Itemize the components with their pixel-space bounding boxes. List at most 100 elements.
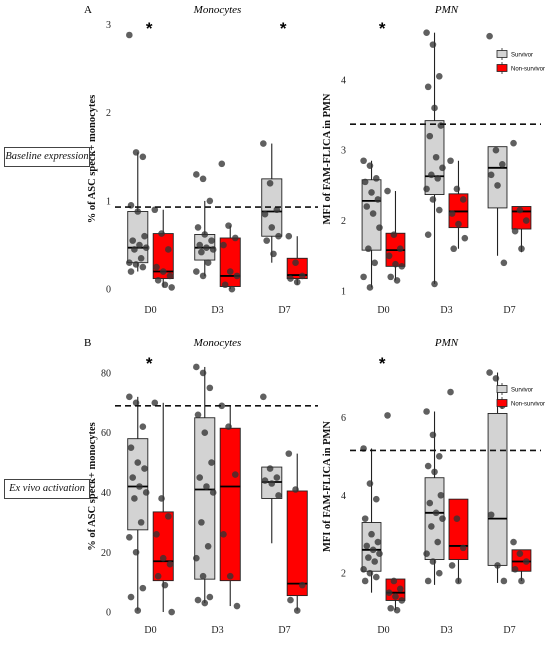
- data-point: [360, 273, 367, 281]
- data-point: [153, 263, 160, 271]
- box-D3-nonsurvivor: [447, 157, 469, 253]
- data-point: [384, 187, 391, 195]
- box-D7-survivor: [260, 140, 283, 263]
- box-D0-nonsurvivor: [151, 206, 175, 291]
- box-D7-nonsurvivor: [510, 139, 532, 253]
- data-point: [134, 459, 142, 466]
- data-point: [126, 534, 133, 541]
- data-point: [142, 244, 150, 251]
- y-tick-label: 4: [341, 75, 346, 86]
- data-point: [363, 203, 371, 210]
- box-D0-survivor: [360, 445, 383, 593]
- data-point: [199, 272, 207, 280]
- box-D0-nonsurvivor: [384, 187, 406, 284]
- data-point: [292, 486, 299, 493]
- data-point: [423, 550, 430, 558]
- data-point: [510, 538, 517, 546]
- data-point: [432, 509, 440, 517]
- data-point: [132, 548, 140, 556]
- data-point: [139, 423, 147, 431]
- data-point: [522, 217, 530, 224]
- data-point: [127, 593, 135, 601]
- y-tick-label: 20: [101, 548, 111, 559]
- data-point: [141, 465, 148, 472]
- significance-star: *: [379, 354, 386, 373]
- data-point: [450, 245, 458, 253]
- data-point: [136, 241, 143, 249]
- box-D7-nonsurvivor: [285, 450, 308, 614]
- panel-2: PMN MFI of FAM-FLICA in PMN 1 2 3 4 D0 D3 D7 * Sur…: [322, 4, 545, 316]
- box-body: [152, 511, 174, 582]
- data-point: [201, 231, 209, 238]
- data-point: [459, 196, 467, 203]
- data-point: [220, 241, 227, 249]
- data-point: [261, 210, 269, 218]
- data-point: [221, 281, 229, 289]
- y-tick-label: 6: [341, 413, 346, 424]
- data-point: [492, 146, 500, 154]
- data-point: [129, 237, 137, 244]
- data-point: [455, 220, 462, 228]
- data-point: [199, 175, 207, 183]
- data-point: [225, 423, 232, 431]
- data-point: [429, 431, 437, 439]
- data-point: [139, 584, 147, 592]
- data-point: [361, 577, 369, 585]
- data-point: [193, 268, 200, 275]
- data-point: [365, 554, 372, 561]
- data-point: [426, 132, 434, 140]
- data-point: [273, 474, 281, 481]
- box-D7-nonsurvivor: [285, 232, 308, 286]
- data-point: [151, 399, 159, 407]
- data-point: [487, 511, 495, 519]
- data-point: [434, 538, 442, 546]
- data-point: [139, 263, 147, 271]
- data-point: [453, 185, 461, 193]
- data-point: [511, 565, 519, 573]
- data-point: [492, 375, 500, 382]
- data-point: [385, 252, 393, 260]
- data-point: [360, 565, 367, 573]
- data-point: [287, 275, 294, 282]
- data-point: [434, 175, 442, 182]
- data-point: [432, 153, 440, 161]
- data-point: [431, 104, 438, 112]
- legend-label: Non-survivor: [511, 67, 545, 73]
- data-point: [153, 531, 160, 538]
- data-point: [374, 538, 382, 546]
- significance-star: *: [379, 19, 386, 38]
- data-point: [194, 224, 202, 231]
- data-point: [266, 465, 274, 472]
- x-tick-label: D0: [144, 625, 156, 636]
- panel-4: PMN MFI of FAM-FLICA in PMN 2 4 6 D0 D3 D7 * Surv…: [322, 337, 545, 636]
- data-point: [131, 246, 138, 253]
- data-point: [268, 224, 276, 231]
- data-point: [263, 237, 271, 244]
- data-point: [260, 140, 267, 147]
- x-tick-label: D7: [503, 625, 515, 636]
- data-point: [366, 162, 374, 169]
- data-point: [164, 246, 172, 253]
- data-point: [203, 483, 210, 490]
- data-point: [428, 523, 435, 530]
- legend-label: Survivor: [511, 388, 533, 394]
- legend-label: Survivor: [511, 53, 533, 59]
- data-point: [486, 32, 493, 40]
- data-point: [198, 248, 205, 256]
- x-tick-label: D3: [440, 305, 452, 316]
- data-point: [371, 259, 379, 267]
- row-label-baseline: Baseline expression: [4, 147, 90, 167]
- data-point: [131, 495, 138, 502]
- y-axis-label: MFI of FAM-FLICA in PMN: [322, 93, 333, 224]
- data-point: [134, 607, 142, 614]
- y-tick-label: 60: [101, 428, 111, 439]
- data-point: [424, 83, 432, 91]
- data-point: [516, 206, 524, 214]
- data-point: [193, 554, 200, 562]
- data-point: [142, 489, 150, 496]
- legend-swatch: [496, 50, 508, 58]
- data-point: [428, 171, 435, 179]
- data-point: [260, 393, 267, 401]
- data-point: [494, 182, 501, 189]
